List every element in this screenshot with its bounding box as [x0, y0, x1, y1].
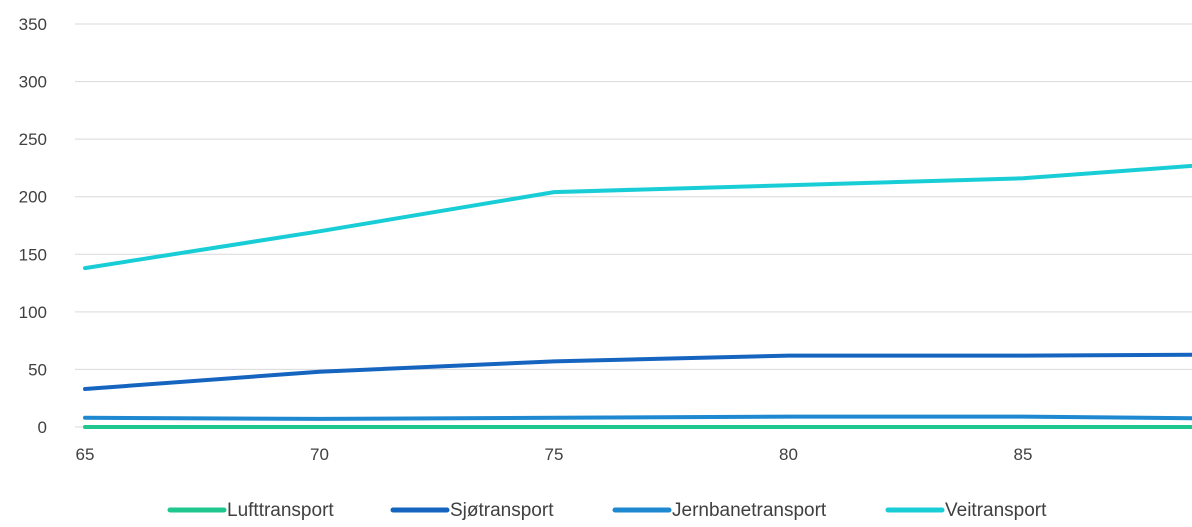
y-axis: 0 50 100 150 200 250 300 350 [19, 15, 47, 437]
y-tick-label: 100 [19, 303, 47, 322]
y-tick-label: 50 [28, 360, 47, 379]
series-line-jernbanetransport [83, 414, 1192, 421]
gridlines [75, 23, 1192, 428]
series-line-veitransport [83, 163, 1192, 271]
series-lines [83, 163, 1192, 429]
x-tick-label: 65 [76, 445, 95, 464]
y-tick-label: 0 [38, 418, 47, 437]
legend-label: Sjøtransport [450, 500, 554, 521]
x-tick-label: 75 [545, 445, 564, 464]
legend-label: Jernbanetransport [672, 500, 827, 521]
series-line-sj-transport [83, 352, 1192, 391]
x-tick-label: 85 [1014, 445, 1033, 464]
y-tick-label: 250 [19, 130, 47, 149]
legend-label: Lufttransport [227, 500, 334, 521]
y-tick-label: 200 [19, 188, 47, 207]
legend: Lufttransport Sjøtransport Jernbanetranspo… [167, 500, 1047, 521]
x-tick-label: 70 [310, 445, 329, 464]
y-tick-label: 350 [19, 15, 47, 34]
x-tick-label: 80 [779, 445, 798, 464]
y-tick-label: 300 [19, 73, 47, 92]
y-tick-label: 150 [19, 245, 47, 264]
legend-label: Veitransport [945, 500, 1047, 521]
x-axis: 65707580859095000510 [76, 445, 1033, 464]
